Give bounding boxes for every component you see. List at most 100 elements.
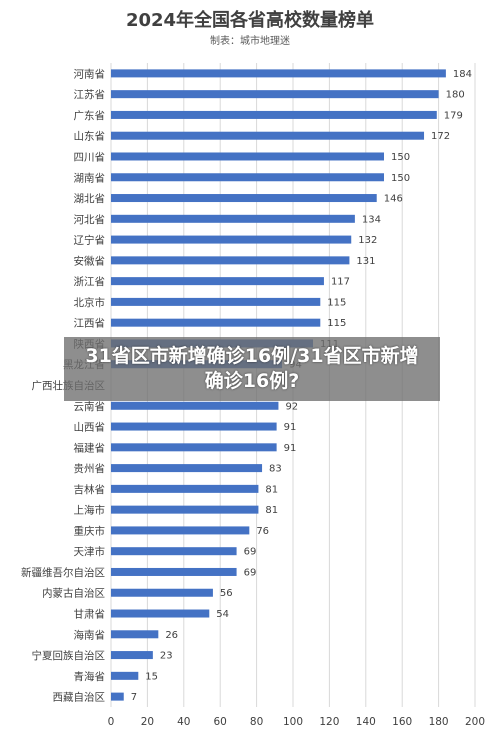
- bar: [111, 401, 279, 410]
- value-label: 132: [358, 235, 377, 246]
- category-label: 湖南省: [74, 171, 106, 184]
- value-label: 180: [446, 90, 465, 101]
- value-label: 150: [391, 152, 410, 163]
- value-label: 76: [256, 526, 269, 537]
- bar: [111, 90, 439, 99]
- bar: [111, 630, 159, 639]
- value-label: 146: [384, 194, 403, 205]
- overlay-banner: 31省区市新增确诊16例/31省区市新增确诊16例?: [64, 337, 440, 401]
- category-label: 湖北省: [74, 192, 106, 205]
- category-label: 新疆维吾尔自治区: [21, 566, 105, 579]
- value-label: 69: [244, 567, 257, 578]
- category-label: 吉林省: [74, 483, 106, 496]
- x-tick-label: 80: [250, 716, 263, 728]
- category-label: 内蒙古自治区: [42, 587, 105, 600]
- value-label: 69: [244, 547, 257, 558]
- x-tick-label: 100: [283, 716, 303, 728]
- bar: [111, 692, 124, 701]
- bar: [111, 194, 377, 203]
- category-label: 河北省: [74, 213, 106, 226]
- value-label: 23: [160, 651, 173, 662]
- category-label: 宁夏回族自治区: [32, 649, 106, 662]
- category-label: 天津市: [74, 545, 106, 558]
- category-label: 北京市: [74, 296, 106, 309]
- category-label: 安徽省: [74, 254, 106, 267]
- value-label: 91: [284, 443, 297, 454]
- x-tick-label: 200: [465, 716, 485, 728]
- category-label: 云南省: [74, 400, 106, 413]
- bars: [111, 69, 446, 701]
- bar: [111, 277, 324, 286]
- bar: [111, 484, 259, 493]
- bar: [111, 131, 425, 140]
- banner-text: 31省区市新增确诊16例/31省区市新增确诊16例?: [85, 345, 419, 392]
- bar: [111, 526, 250, 535]
- value-label: 172: [431, 131, 450, 142]
- value-label: 134: [362, 214, 381, 225]
- category-label: 浙江省: [74, 275, 106, 288]
- value-label: 7: [131, 692, 137, 703]
- value-label: 150: [391, 173, 410, 184]
- x-tick-label: 0: [108, 716, 115, 728]
- category-label: 山东省: [74, 130, 106, 143]
- category-label: 广东省: [74, 109, 106, 122]
- value-label: 81: [265, 505, 278, 516]
- category-label: 上海市: [74, 504, 106, 517]
- bar: [111, 256, 350, 265]
- bar: [111, 443, 277, 452]
- value-label: 117: [331, 277, 350, 288]
- value-label: 184: [453, 69, 472, 80]
- category-label: 西藏自治区: [53, 691, 106, 704]
- bar: [111, 214, 355, 223]
- category-label: 河南省: [74, 67, 106, 80]
- category-label: 福建省: [74, 441, 106, 454]
- bar: [111, 505, 259, 514]
- x-tick-label: 40: [177, 716, 190, 728]
- x-tick-label: 160: [392, 716, 412, 728]
- bar: [111, 422, 277, 431]
- category-label: 江苏省: [74, 88, 106, 101]
- bar: [111, 110, 437, 119]
- category-label: 重庆市: [74, 524, 106, 537]
- bar: [111, 235, 352, 244]
- bar: [111, 318, 321, 327]
- x-tick-label: 60: [214, 716, 227, 728]
- value-label: 26: [165, 630, 178, 641]
- x-tick-label: 20: [141, 716, 154, 728]
- value-label: 92: [285, 401, 298, 412]
- bar: [111, 651, 153, 660]
- category-label: 青海省: [74, 670, 106, 683]
- category-label: 海南省: [74, 628, 106, 641]
- chart-title: 2024年全国各省高校数量榜单: [126, 9, 374, 31]
- bar: [111, 609, 210, 618]
- value-label: 115: [327, 318, 346, 329]
- value-label: 56: [220, 588, 233, 599]
- bar: [111, 588, 213, 597]
- bar: [111, 152, 384, 161]
- category-label: 甘肃省: [74, 608, 106, 621]
- value-label: 81: [265, 484, 278, 495]
- value-label: 91: [284, 422, 297, 433]
- bar: [111, 69, 446, 78]
- value-label: 83: [269, 464, 282, 475]
- category-label: 山西省: [74, 421, 106, 434]
- bar: [111, 547, 237, 556]
- category-label: 江西省: [74, 317, 106, 330]
- bar: [111, 567, 237, 576]
- category-label: 四川省: [74, 150, 106, 163]
- bar: [111, 297, 321, 306]
- chart-subtitle: 制表：城市地理迷: [210, 34, 290, 47]
- category-label: 贵州省: [74, 462, 106, 475]
- category-label: 辽宁省: [74, 234, 106, 247]
- value-label: 179: [444, 110, 463, 121]
- x-tick-label: 120: [319, 716, 339, 728]
- value-label: 54: [216, 609, 229, 620]
- bar: [111, 173, 384, 182]
- bar: [111, 464, 263, 473]
- bar: [111, 671, 139, 680]
- value-label: 15: [145, 671, 158, 682]
- value-label: 115: [327, 297, 346, 308]
- value-label: 131: [356, 256, 375, 267]
